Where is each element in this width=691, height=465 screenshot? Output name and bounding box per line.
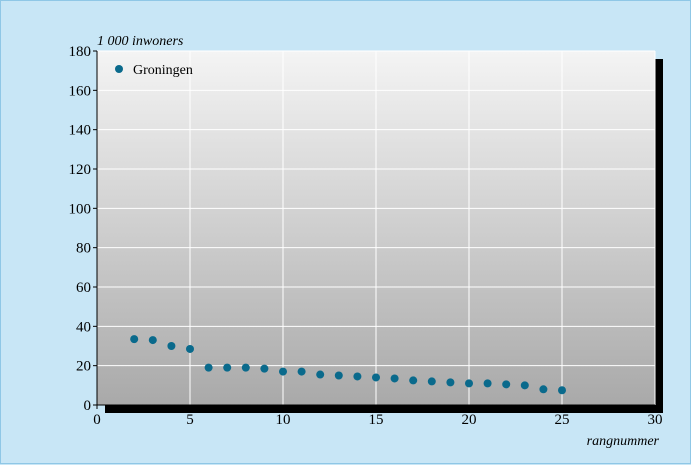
y-axis-label: 1 000 inwoners bbox=[97, 34, 184, 49]
data-point bbox=[390, 374, 399, 383]
data-point bbox=[316, 370, 325, 379]
x-tick-label: 0 bbox=[93, 412, 101, 428]
tick-labels: 0 20 40 60 80 100 120 140 160 180 0 5 10 15 20 25 30 bbox=[69, 44, 663, 428]
data-point bbox=[353, 372, 362, 381]
data-point bbox=[465, 379, 473, 388]
legend-marker bbox=[115, 65, 123, 73]
data-point bbox=[334, 371, 343, 380]
data-point bbox=[130, 335, 139, 344]
legend-label: Groningen bbox=[133, 63, 193, 78]
data-point bbox=[483, 379, 492, 388]
data-point bbox=[372, 373, 380, 382]
y-tick-label: 140 bbox=[69, 123, 92, 139]
data-point bbox=[539, 385, 548, 394]
y-tick-label: 100 bbox=[69, 201, 92, 217]
x-axis-label: rangnummer bbox=[587, 434, 660, 449]
data-point bbox=[502, 380, 511, 389]
y-tick-label: 120 bbox=[69, 162, 92, 178]
data-point bbox=[148, 336, 157, 345]
data-point bbox=[409, 376, 418, 385]
data-point bbox=[223, 363, 232, 372]
data-point bbox=[427, 377, 436, 386]
data-point bbox=[446, 378, 455, 387]
data-point bbox=[186, 344, 194, 353]
y-tick-label: 60 bbox=[76, 280, 91, 296]
x-tick-label: 10 bbox=[276, 412, 291, 428]
data-point bbox=[204, 363, 213, 372]
x-tick-label: 15 bbox=[369, 412, 384, 428]
legend: Groningen bbox=[115, 63, 193, 78]
data-point bbox=[167, 342, 176, 350]
x-tick-label: 25 bbox=[555, 412, 570, 428]
data-point bbox=[260, 364, 269, 373]
x-tick-label: 30 bbox=[648, 412, 663, 428]
data-point bbox=[279, 367, 287, 376]
y-tick-label: 40 bbox=[76, 319, 91, 335]
y-tick-label: 20 bbox=[76, 359, 91, 375]
data-point bbox=[558, 386, 566, 395]
y-tick-label: 0 bbox=[84, 398, 92, 414]
x-tick-label: 20 bbox=[462, 412, 477, 428]
x-tick-label: 5 bbox=[186, 412, 194, 428]
data-points bbox=[130, 335, 566, 395]
y-tick-label: 180 bbox=[69, 44, 92, 60]
y-tick-label: 80 bbox=[76, 241, 91, 257]
data-point bbox=[241, 363, 250, 372]
data-point bbox=[520, 381, 529, 390]
y-tick-label: 160 bbox=[69, 83, 92, 99]
data-point bbox=[297, 367, 306, 376]
gridlines bbox=[97, 50, 656, 405]
